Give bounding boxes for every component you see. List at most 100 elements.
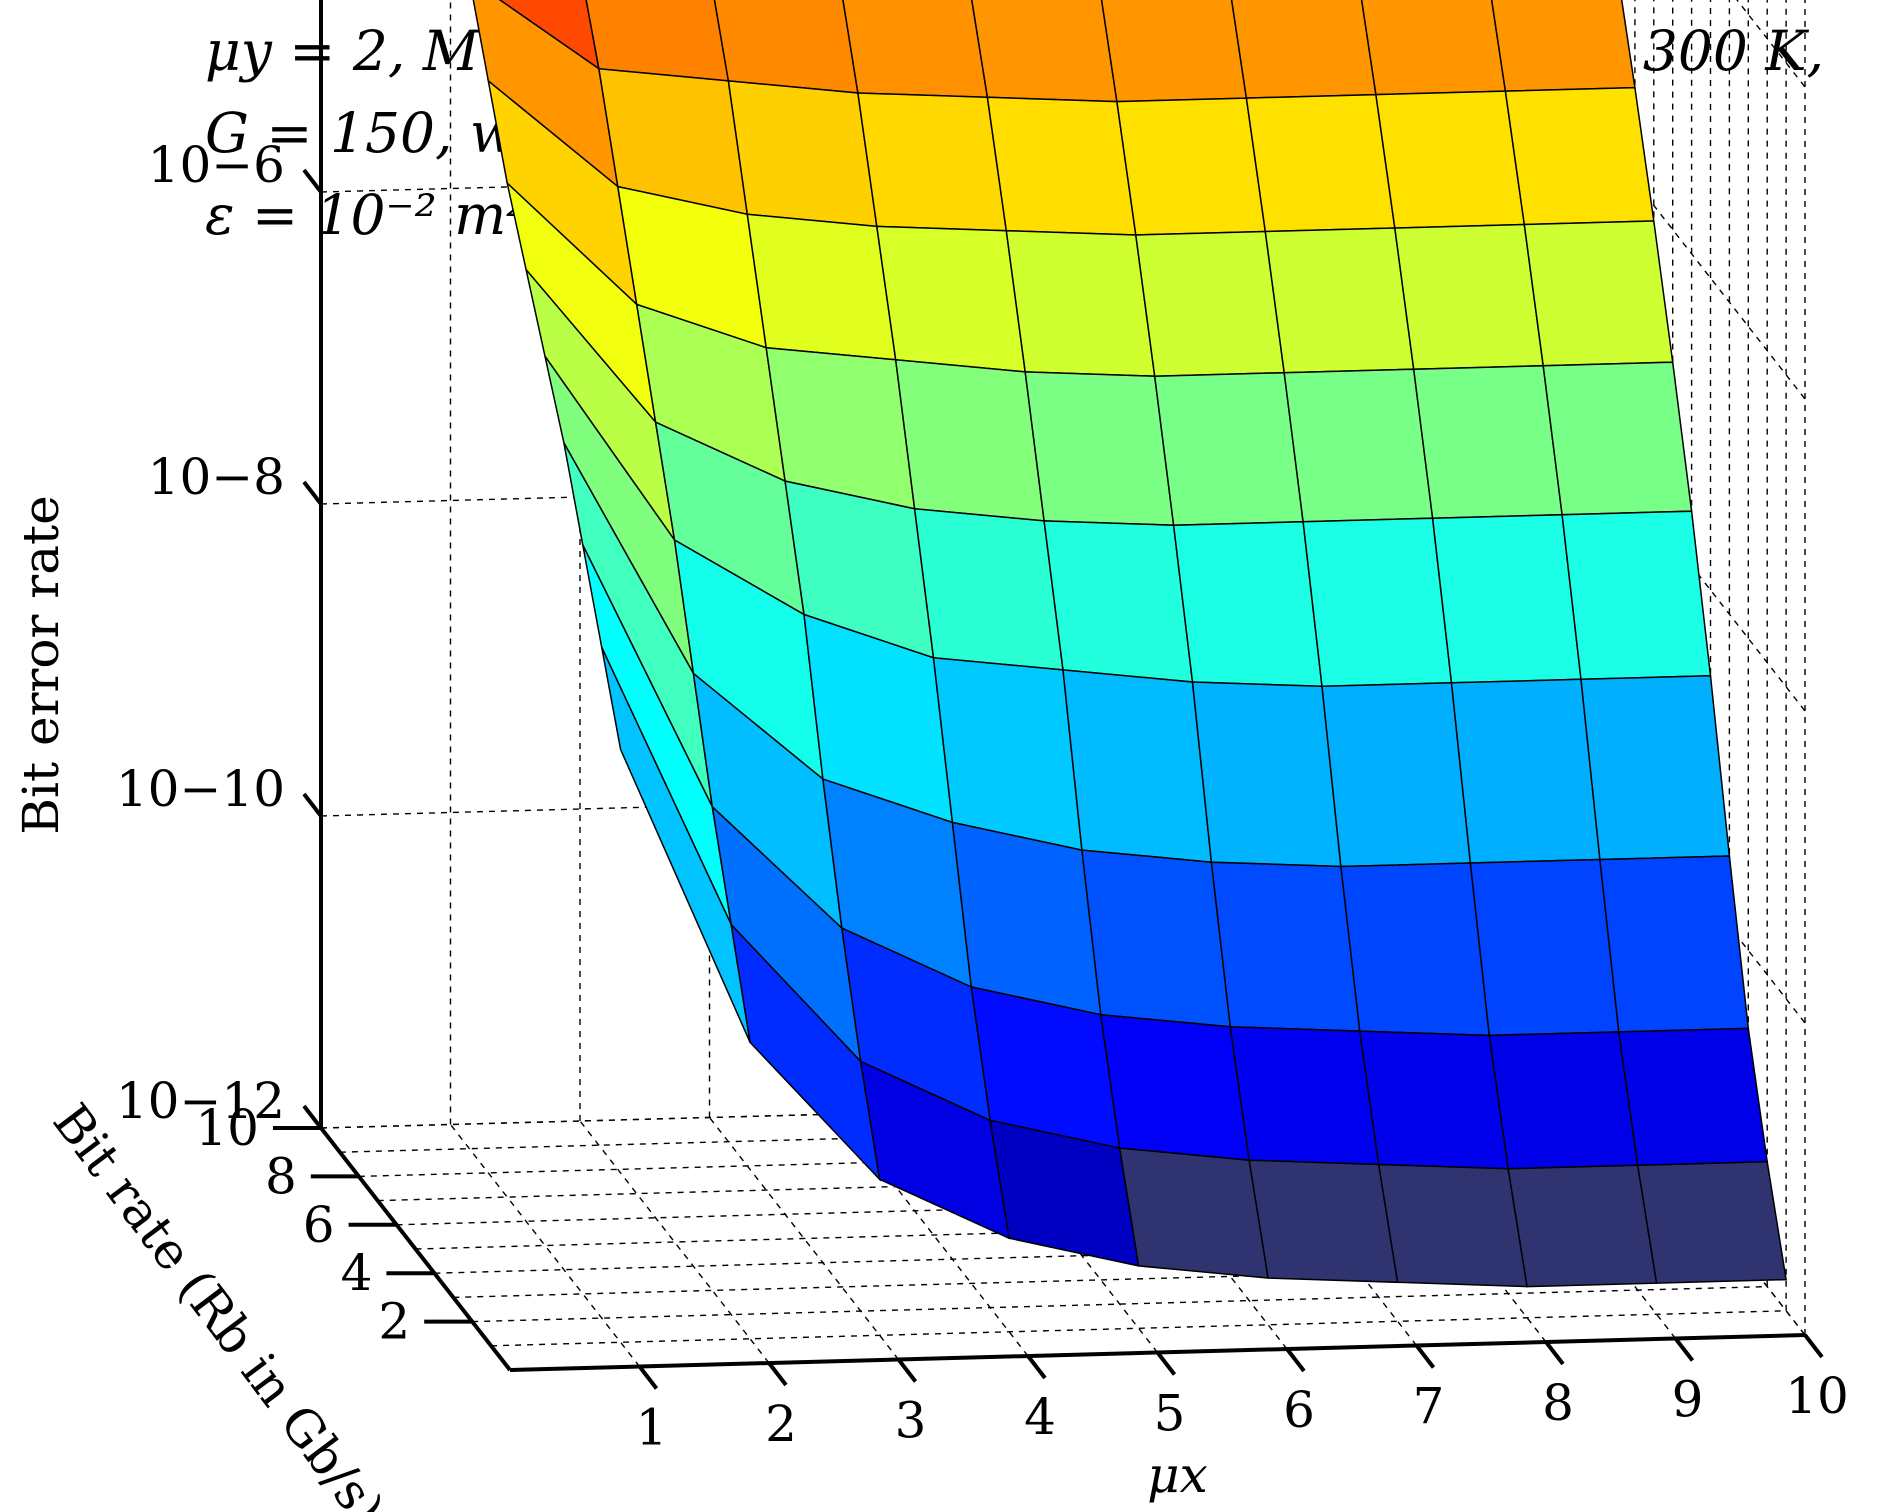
y-tick-label: 2 — [378, 1293, 410, 1351]
surface-patch — [1230, 0, 1377, 99]
x-tick-label: 10 — [1785, 1367, 1849, 1425]
surface-patch — [1412, 364, 1563, 519]
surface-patch — [1504, 86, 1655, 226]
surface-patch — [1134, 230, 1286, 377]
surface-patch — [1469, 858, 1620, 1037]
x-tick-label: 5 — [1154, 1385, 1186, 1443]
z-tick-label: 10−10 — [116, 760, 285, 818]
surface-patch — [1580, 675, 1731, 861]
surface-patch — [1358, 1030, 1510, 1170]
surface-patch — [1450, 678, 1601, 864]
x-tick — [637, 1365, 659, 1390]
surface-patch — [1393, 223, 1545, 370]
z-tick-label: 10−6 — [148, 136, 285, 194]
surface-patch — [1507, 1164, 1658, 1288]
z-tick — [302, 792, 323, 818]
grid-line — [449, 1124, 641, 1367]
x-tick-label: 8 — [1542, 1374, 1574, 1432]
surface-patch — [1523, 220, 1674, 367]
x-tick-label: 3 — [895, 1392, 927, 1450]
x-tick-label: 4 — [1024, 1388, 1056, 1446]
x-tick — [1544, 1340, 1565, 1366]
surface-patch — [1024, 371, 1175, 526]
surface-patch — [1617, 1027, 1769, 1167]
x-tick — [1803, 1333, 1824, 1359]
y-tick-label: 4 — [341, 1244, 373, 1302]
x-axis-label: μx — [1147, 1446, 1208, 1504]
grid-line — [320, 156, 1806, 400]
surface-patch — [1043, 520, 1194, 683]
surface-patch — [1431, 513, 1582, 684]
z-tick-label: 10−8 — [148, 448, 285, 506]
surface-patch — [1062, 669, 1213, 864]
surface-patch — [875, 225, 1027, 373]
surface-patch — [1636, 1161, 1787, 1284]
surface-patch — [1321, 682, 1472, 868]
surface-patch — [1375, 90, 1526, 229]
z-tick-label: 10−12 — [116, 1072, 285, 1130]
surface-patch — [1191, 681, 1342, 868]
surface-patch — [913, 507, 1064, 671]
surface-patch — [1561, 510, 1712, 681]
x-tick-label: 9 — [1672, 1371, 1704, 1429]
x-tick-label: 7 — [1413, 1378, 1445, 1436]
surface-patch — [1153, 371, 1304, 526]
surface-patch — [1245, 93, 1396, 233]
x-tick — [1026, 1354, 1047, 1380]
y-axis-line — [319, 1126, 512, 1372]
surface-patch — [1264, 227, 1415, 374]
surface-patch — [1118, 1147, 1269, 1279]
y-tick-label: 8 — [265, 1147, 297, 1205]
surface-patch — [1377, 1163, 1528, 1288]
grid-line — [320, 780, 1806, 1024]
surface-patch — [1360, 0, 1507, 96]
surface-patch — [986, 96, 1137, 236]
z-tick — [302, 480, 323, 506]
x-tick — [896, 1358, 918, 1383]
grid-line — [708, 1117, 900, 1360]
surface-patch — [1283, 368, 1434, 523]
surface-patch — [1081, 849, 1232, 1028]
grid-line — [1736, 0, 1806, 88]
x-tick — [1155, 1351, 1177, 1376]
surface-patch — [713, 0, 859, 94]
surface-patch — [1229, 1026, 1380, 1166]
z-tick — [302, 1104, 323, 1130]
z-axis-label: Bit error rate — [12, 495, 70, 834]
surface-patch — [1210, 861, 1361, 1032]
surface-patch — [1490, 0, 1636, 92]
surface-patch — [1599, 855, 1750, 1033]
y-tick-label: 10 — [195, 1099, 259, 1157]
surface-patch — [1005, 229, 1156, 377]
surface-patch — [746, 213, 897, 361]
surface-patch — [1100, 0, 1248, 103]
surface-patch — [842, 0, 989, 99]
surface-patch — [1302, 517, 1453, 688]
surface-patch — [1099, 1013, 1251, 1162]
grid-line — [579, 1120, 770, 1364]
surface-patch — [951, 821, 1102, 1016]
x-tick — [1414, 1344, 1436, 1369]
y-tick-label: 6 — [303, 1196, 335, 1254]
surface-patch — [727, 80, 878, 228]
x-tick — [767, 1361, 788, 1387]
surface-patch — [1488, 1031, 1639, 1170]
surface-patch — [1542, 361, 1693, 516]
surface-patch — [1172, 520, 1323, 688]
x-tick-label: 6 — [1283, 1381, 1315, 1439]
x-tick — [1285, 1347, 1306, 1373]
x-tick — [1673, 1337, 1695, 1362]
surface-patch — [1116, 97, 1267, 236]
surface-patch — [1340, 862, 1491, 1037]
surface-patch — [894, 358, 1045, 522]
surface-patch — [857, 92, 1008, 232]
surface-patch — [932, 656, 1083, 852]
surface-patch — [971, 0, 1118, 103]
surface-patch — [1248, 1159, 1399, 1284]
grid-line — [320, 468, 1806, 712]
z-tick — [302, 168, 323, 194]
x-tick-label: 1 — [636, 1399, 668, 1457]
x-tick-label: 2 — [765, 1395, 797, 1453]
